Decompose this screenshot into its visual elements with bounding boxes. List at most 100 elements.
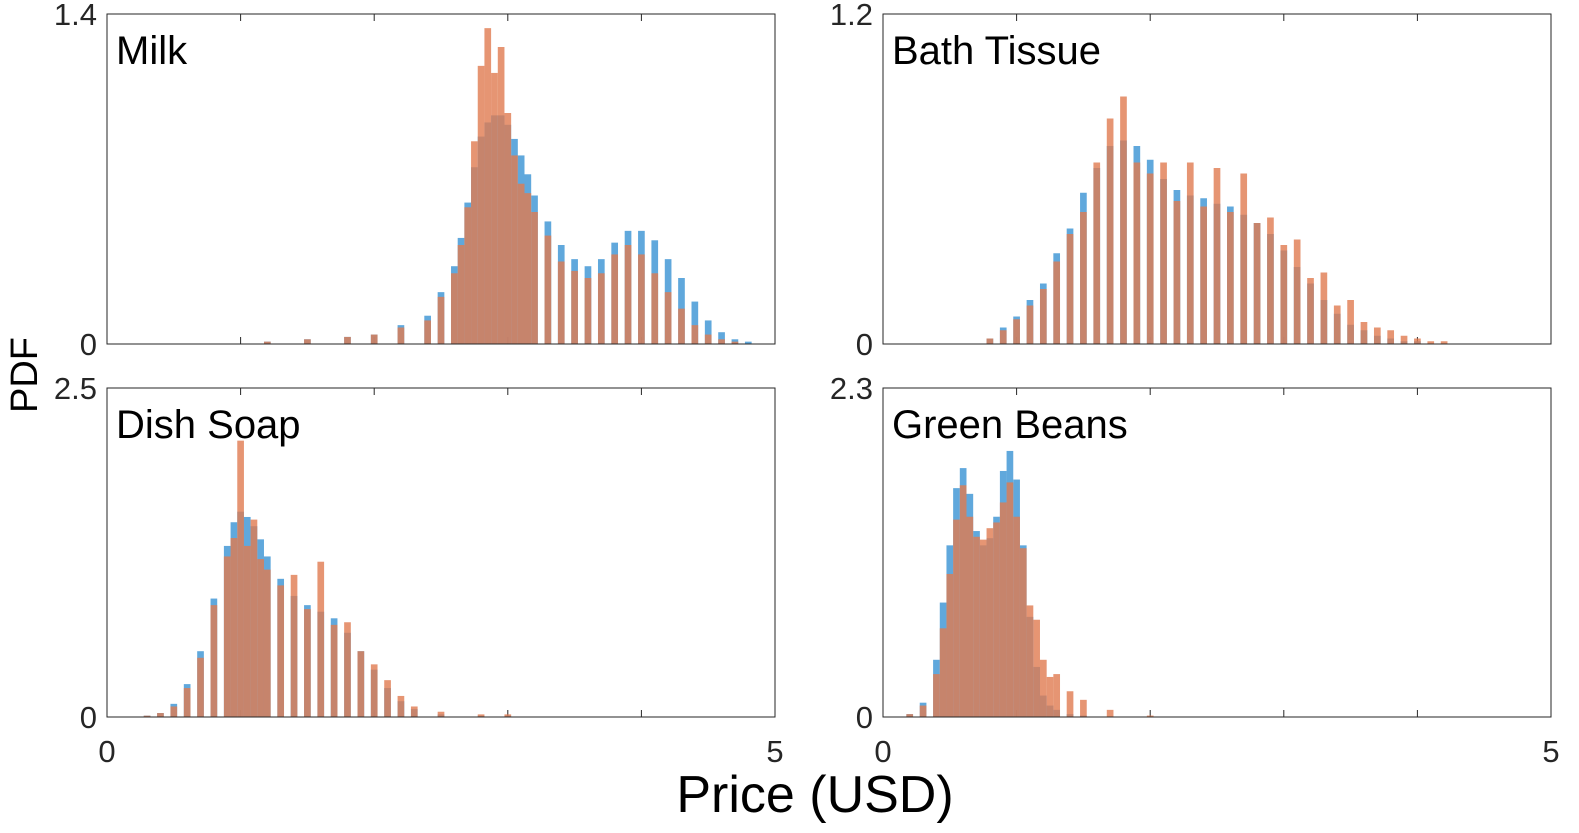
bar xyxy=(584,278,592,344)
bar xyxy=(1213,168,1221,344)
series-1 xyxy=(906,482,1154,717)
bar xyxy=(243,545,251,717)
y-tick-label-min: 0 xyxy=(80,327,97,362)
bar xyxy=(223,556,231,717)
y-tick-label-max: 1.4 xyxy=(54,0,97,32)
y-tick-label-max: 2.3 xyxy=(830,371,873,406)
bar xyxy=(511,155,518,344)
bar xyxy=(1293,239,1301,344)
bar xyxy=(1320,272,1328,344)
bar xyxy=(504,714,512,717)
bar xyxy=(397,695,405,717)
bar xyxy=(210,605,218,717)
panel-title: Dish Soap xyxy=(116,403,301,447)
bar xyxy=(704,320,712,344)
panel-3: 0 2.3 0 5 Green Beans xyxy=(830,371,1560,769)
bar xyxy=(678,308,685,344)
bar xyxy=(437,296,445,344)
panel-title: Green Beans xyxy=(892,403,1128,447)
bar xyxy=(384,680,391,717)
bar xyxy=(183,688,191,717)
bar xyxy=(953,519,960,717)
bar xyxy=(250,519,258,717)
x-tick-label-max: 5 xyxy=(766,734,783,769)
bar xyxy=(424,320,431,344)
bar xyxy=(1227,212,1234,344)
bar xyxy=(718,332,725,344)
bar xyxy=(1200,206,1207,344)
bar xyxy=(237,440,244,717)
bar xyxy=(497,47,505,344)
y-tick-label-min: 0 xyxy=(856,327,873,362)
bar xyxy=(664,292,672,344)
bar xyxy=(999,330,1007,344)
bar xyxy=(597,273,605,344)
bar xyxy=(1253,223,1261,344)
bar xyxy=(1046,676,1054,717)
bar xyxy=(1039,659,1047,717)
bar xyxy=(986,528,994,717)
bar xyxy=(477,714,485,717)
bar xyxy=(504,113,512,344)
axes-frame xyxy=(882,387,1552,718)
y-axis-label: PDF xyxy=(4,337,46,413)
bar xyxy=(557,261,565,344)
panel-0: 0 1.4 Milk xyxy=(54,0,776,362)
bar xyxy=(691,325,699,344)
bar xyxy=(966,516,974,717)
bar xyxy=(531,212,538,344)
bar xyxy=(464,207,472,344)
bar xyxy=(704,334,712,344)
bar xyxy=(1066,691,1074,717)
bar xyxy=(1146,715,1154,717)
bar xyxy=(999,502,1007,717)
bar xyxy=(1146,173,1154,344)
bar xyxy=(1414,338,1421,344)
bar xyxy=(357,651,365,717)
bar xyxy=(304,609,311,717)
panel-title: Bath Tissue xyxy=(892,29,1101,73)
bar xyxy=(744,341,752,344)
axes-frame xyxy=(882,13,1552,345)
bar xyxy=(959,485,967,717)
axes-frame xyxy=(106,13,776,345)
bar xyxy=(1120,96,1127,344)
bar xyxy=(1373,327,1381,344)
bar xyxy=(517,183,525,344)
bar xyxy=(993,522,1000,717)
bar xyxy=(330,624,338,717)
bar xyxy=(257,559,264,717)
axes-box xyxy=(106,13,776,345)
x-axis-label: Price (USD) xyxy=(676,766,953,824)
bar xyxy=(1066,234,1074,344)
bar xyxy=(1019,548,1027,717)
bar xyxy=(370,664,378,717)
bar xyxy=(1006,482,1014,717)
bar xyxy=(317,561,325,717)
bar xyxy=(484,28,492,345)
bar xyxy=(1360,322,1368,344)
bar xyxy=(143,715,151,717)
y-tick-label-max: 1.2 xyxy=(830,0,873,32)
bar xyxy=(979,539,987,717)
axes-box xyxy=(106,387,776,718)
bar xyxy=(1080,699,1087,717)
bar xyxy=(986,338,994,344)
bar xyxy=(638,254,645,344)
bar xyxy=(1033,619,1040,717)
bar xyxy=(919,705,927,717)
panel-1: 0 1.2 Bath Tissue xyxy=(830,0,1552,362)
bar xyxy=(1347,300,1354,344)
x-tick-label-max: 5 xyxy=(1542,734,1559,769)
y-tick-label-max: 2.5 xyxy=(54,371,97,406)
bar xyxy=(1240,173,1248,344)
bar xyxy=(1053,261,1061,344)
series-1 xyxy=(143,440,512,717)
bar xyxy=(170,706,178,717)
bar xyxy=(197,657,204,717)
y-tick-label-min: 0 xyxy=(80,700,97,735)
bar xyxy=(624,245,632,344)
bar xyxy=(344,622,351,717)
panel-title: Milk xyxy=(116,29,188,73)
